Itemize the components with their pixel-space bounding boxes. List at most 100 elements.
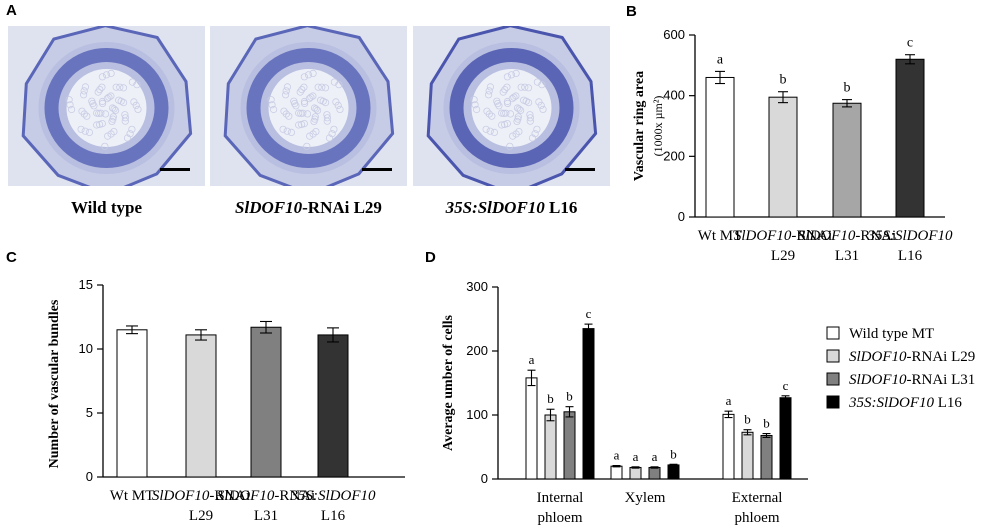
micrograph-caption-2: SlDOF10-RNAi L29 bbox=[235, 198, 382, 217]
chart-d-significance-letter: a bbox=[529, 352, 535, 367]
chart-d-y-tick-label: 200 bbox=[466, 343, 488, 358]
pith-cell bbox=[323, 117, 331, 125]
chart-c-y-tick-label: 15 bbox=[79, 277, 93, 292]
legend-entry-label: 35S:SlDOF10 L16 bbox=[848, 395, 962, 411]
pith-cell bbox=[269, 105, 278, 114]
pith-cell bbox=[80, 91, 88, 99]
chart-d-bar bbox=[741, 431, 754, 480]
pith-cell bbox=[96, 120, 104, 129]
pith-cell bbox=[105, 93, 113, 101]
chart-c-x-tick-label: 35S:SlDOF10 bbox=[290, 488, 376, 504]
micrograph-3 bbox=[413, 26, 610, 186]
pith-cell bbox=[336, 105, 344, 114]
pith-cell bbox=[310, 117, 318, 126]
chart-b-x-tick-label: L31 bbox=[835, 248, 859, 264]
chart-d-significance-letter: b bbox=[547, 391, 554, 406]
pith-cell bbox=[512, 69, 520, 78]
pith-cell bbox=[110, 105, 118, 113]
pith-cell bbox=[510, 93, 518, 101]
pith-cell bbox=[314, 83, 322, 91]
chart-c-bar bbox=[185, 334, 217, 478]
pith-cell bbox=[485, 91, 493, 99]
pith-cell bbox=[501, 120, 509, 129]
pith-cell bbox=[120, 99, 128, 107]
pith-cell bbox=[517, 106, 525, 115]
pith-cell bbox=[93, 121, 101, 129]
legend-entry-label: SlDOF10-RNAi L29 bbox=[849, 349, 975, 365]
pith-cell bbox=[482, 125, 490, 133]
pith-cell bbox=[96, 85, 104, 94]
pith-cell bbox=[506, 142, 514, 150]
pith-cell bbox=[314, 106, 322, 115]
chart-b-x-tick-label: SlDOF10-RNAi bbox=[798, 228, 896, 244]
pith-cell bbox=[533, 125, 541, 133]
panel-letter-c: C bbox=[6, 249, 17, 266]
pith-cell bbox=[535, 98, 543, 106]
chart-d-significance-letter: a bbox=[652, 449, 658, 464]
pith-cell bbox=[509, 132, 517, 140]
legend-entry-label: Wild type MT bbox=[849, 326, 934, 342]
pith-cell bbox=[514, 113, 522, 121]
pith-cell bbox=[513, 117, 521, 126]
pith-cell bbox=[133, 81, 141, 89]
pith-cell bbox=[501, 85, 509, 94]
pith-cell bbox=[287, 128, 296, 137]
chart-c-bar bbox=[317, 334, 349, 478]
chart-b-y-label: Vascular ring area bbox=[632, 71, 647, 181]
chart-b-x-tick-label: Wt MT bbox=[698, 228, 743, 244]
pith-cell bbox=[502, 109, 510, 117]
chart-d-significance-letter: b bbox=[744, 412, 751, 427]
chart-b-significance-letter: a bbox=[717, 52, 724, 67]
pith-cell bbox=[486, 83, 495, 91]
chart-c-x-tick-label: SlDOF10-RNAi bbox=[217, 488, 315, 504]
pith-cell bbox=[303, 110, 312, 118]
pith-cell bbox=[485, 87, 493, 95]
pith-cell bbox=[486, 127, 494, 135]
chart-b-x-tick-label: L16 bbox=[898, 248, 923, 264]
pith-cell bbox=[483, 107, 491, 115]
pith-cell bbox=[311, 113, 319, 121]
vascular-ring bbox=[449, 48, 574, 168]
chart-b-y-label-units: (1000x µm²) bbox=[651, 96, 665, 157]
chart-c-x-tick-label: SlDOF10-RNAi bbox=[152, 488, 250, 504]
chart-d-bar bbox=[648, 466, 661, 480]
pith-cell bbox=[109, 113, 117, 121]
legend-swatch bbox=[826, 395, 840, 409]
pith-cell bbox=[503, 97, 512, 106]
chart-c-y-tick-label: 10 bbox=[79, 341, 93, 356]
pith-cell bbox=[488, 112, 496, 120]
pith-cell bbox=[116, 83, 124, 91]
pith-cell bbox=[309, 92, 317, 100]
chart-b-y-tick-label: 200 bbox=[663, 148, 685, 163]
pith-cell bbox=[525, 99, 533, 107]
pith-cell bbox=[285, 112, 293, 120]
pith-cell bbox=[279, 125, 287, 133]
pith-cell bbox=[104, 132, 112, 140]
chart-b-bar bbox=[705, 76, 735, 218]
pith-cell bbox=[93, 109, 101, 117]
pith-cell bbox=[323, 114, 332, 122]
pith-cell bbox=[524, 84, 533, 92]
pith-cell bbox=[531, 130, 539, 138]
pith-cell bbox=[67, 105, 76, 114]
pith-cell bbox=[119, 84, 128, 92]
chart-d-y-tick-label: 300 bbox=[466, 279, 488, 294]
micrograph-caption-3: 35S:SlDOF10 L16 bbox=[445, 198, 578, 217]
pith-cell bbox=[80, 87, 88, 95]
pith-cell bbox=[126, 130, 134, 138]
chart-d-bar bbox=[525, 377, 538, 480]
micrograph-2 bbox=[210, 26, 407, 186]
pith-cell bbox=[503, 83, 511, 91]
chart-b-x-tick-label: 35S:SlDOF10 bbox=[867, 228, 953, 244]
chart-b-x-tick-label: SlDOF10-RNAi bbox=[734, 228, 832, 244]
pith-cell bbox=[282, 91, 290, 99]
pith-cell bbox=[321, 84, 330, 92]
chart-d-bar bbox=[582, 328, 595, 480]
chart-b-x-tick-label: L29 bbox=[771, 248, 795, 264]
pith-cell bbox=[83, 112, 91, 120]
chart-d-bar bbox=[610, 465, 623, 480]
vascular-ring bbox=[246, 48, 371, 168]
chart-c-x-tick-label: L31 bbox=[254, 508, 278, 524]
chart-b-significance-letter: b bbox=[780, 73, 787, 88]
